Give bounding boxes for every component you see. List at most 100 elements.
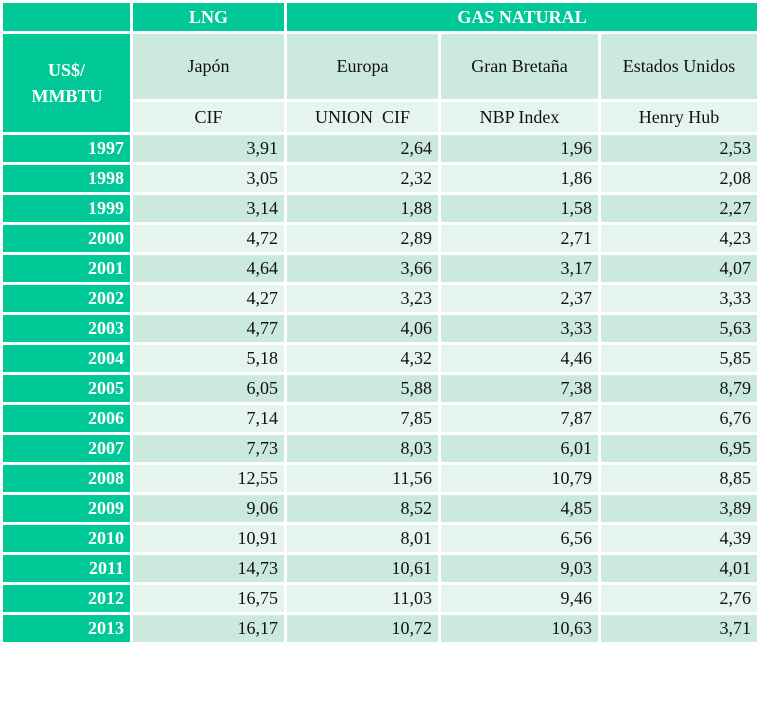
unit-label-text: US$/ MMBTU — [31, 60, 103, 106]
price-cell: 2,32 — [284, 162, 441, 195]
price-cell: 2,27 — [598, 192, 757, 225]
table-row: 2010 10,91 8,01 6,56 4,39 — [0, 522, 757, 555]
price-cell: 8,52 — [284, 492, 441, 525]
price-cell: 8,85 — [598, 462, 757, 495]
price-cell: 7,73 — [130, 432, 287, 465]
year-cell: 1997 — [0, 132, 133, 165]
year-cell: 2000 — [0, 222, 133, 255]
price-cell: 7,38 — [438, 372, 601, 405]
year-cell: 2010 — [0, 522, 133, 555]
price-cell: 10,63 — [438, 612, 601, 645]
price-cell: 2,37 — [438, 282, 601, 315]
price-cell: 4,23 — [598, 222, 757, 255]
year-cell: 2005 — [0, 372, 133, 405]
year-cell: 2003 — [0, 312, 133, 345]
price-cell: 12,55 — [130, 462, 287, 495]
price-cell: 4,27 — [130, 282, 287, 315]
group-lng: LNG — [130, 0, 287, 34]
price-cell: 6,76 — [598, 402, 757, 435]
year-cell: 2013 — [0, 612, 133, 645]
group-gas-natural: GAS NATURAL — [284, 0, 757, 34]
table-row: 2013 16,17 10,72 10,63 3,71 — [0, 612, 757, 645]
price-cell: 4,01 — [598, 552, 757, 585]
price-cell: 7,87 — [438, 402, 601, 435]
price-cell: 3,33 — [598, 282, 757, 315]
price-cell: 7,14 — [130, 402, 287, 435]
year-cell: 2012 — [0, 582, 133, 615]
year-cell: 2008 — [0, 462, 133, 495]
price-cell: 11,56 — [284, 462, 441, 495]
price-cell: 2,76 — [598, 582, 757, 615]
price-cell: 16,75 — [130, 582, 287, 615]
price-cell: 3,14 — [130, 192, 287, 225]
price-cell: 1,96 — [438, 132, 601, 165]
year-cell: 2001 — [0, 252, 133, 285]
table-row: 2000 4,72 2,89 2,71 4,23 — [0, 222, 757, 255]
year-cell: 2002 — [0, 282, 133, 315]
table-row: 1999 3,14 1,88 1,58 2,27 — [0, 192, 757, 225]
table-row: 2011 14,73 10,61 9,03 4,01 — [0, 552, 757, 585]
corner-cell — [0, 0, 133, 34]
gas-price-table: LNG GAS NATURAL US$/ MMBTU Japón Europa … — [0, 0, 757, 645]
table-row: 2002 4,27 3,23 2,37 3,33 — [0, 282, 757, 315]
price-cell: 2,53 — [598, 132, 757, 165]
year-cell: 2004 — [0, 342, 133, 375]
index-header-row: CIF UNION CIF NBP Index Henry Hub — [2, 99, 757, 135]
price-cell: 7,85 — [284, 402, 441, 435]
price-cell: 4,72 — [130, 222, 287, 255]
price-cell: 2,08 — [598, 162, 757, 195]
region-gran-bretana: Gran Bretaña — [438, 31, 601, 102]
table-row: 2012 16,75 11,03 9,46 2,76 — [0, 582, 757, 615]
table-row: 1997 3,91 2,64 1,96 2,53 — [0, 132, 757, 165]
price-cell: 1,58 — [438, 192, 601, 225]
price-cell: 1,88 — [284, 192, 441, 225]
table-row: 2001 4,64 3,66 3,17 4,07 — [0, 252, 757, 285]
price-cell: 4,46 — [438, 342, 601, 375]
price-cell: 9,03 — [438, 552, 601, 585]
price-cell: 5,63 — [598, 312, 757, 345]
price-cell: 6,95 — [598, 432, 757, 465]
price-cell: 10,79 — [438, 462, 601, 495]
index-cif: CIF — [130, 99, 287, 135]
index-nbp: NBP Index — [438, 99, 601, 135]
table-row: 2004 5,18 4,32 4,46 5,85 — [0, 342, 757, 375]
table-row: 2007 7,73 8,03 6,01 6,95 — [0, 432, 757, 465]
price-cell: 8,01 — [284, 522, 441, 555]
price-cell: 10,61 — [284, 552, 441, 585]
region-estados-unidos: Estados Unidos — [598, 31, 757, 102]
price-cell: 14,73 — [130, 552, 287, 585]
table-row: 2005 6,05 5,88 7,38 8,79 — [0, 372, 757, 405]
price-cell: 4,39 — [598, 522, 757, 555]
price-cell: 5,88 — [284, 372, 441, 405]
price-cell: 4,07 — [598, 252, 757, 285]
price-cell: 4,64 — [130, 252, 287, 285]
price-cell: 6,01 — [438, 432, 601, 465]
price-cell: 10,72 — [284, 612, 441, 645]
price-cell: 10,91 — [130, 522, 287, 555]
year-cell: 2006 — [0, 402, 133, 435]
region-header-row: US$/ MMBTU Japón Europa Gran Bretaña Est… — [0, 31, 757, 135]
table-row: 2006 7,14 7,85 7,87 6,76 — [0, 402, 757, 435]
year-cell: 1999 — [0, 192, 133, 225]
group-header-row: LNG GAS NATURAL — [0, 0, 757, 34]
price-cell: 4,06 — [284, 312, 441, 345]
price-cell: 9,06 — [130, 492, 287, 525]
price-cell: 1,86 — [438, 162, 601, 195]
price-cell: 4,85 — [438, 492, 601, 525]
price-cell: 8,03 — [284, 432, 441, 465]
price-cell: 5,18 — [130, 342, 287, 375]
table-row: 2003 4,77 4,06 3,33 5,63 — [0, 312, 757, 345]
price-cell: 6,05 — [130, 372, 287, 405]
table-row: 2009 9,06 8,52 4,85 3,89 — [0, 492, 757, 525]
price-cell: 3,71 — [598, 612, 757, 645]
price-cell: 16,17 — [130, 612, 287, 645]
price-cell: 4,32 — [284, 342, 441, 375]
price-cell: 3,91 — [130, 132, 287, 165]
price-cell: 3,66 — [284, 252, 441, 285]
price-cell: 11,03 — [284, 582, 441, 615]
price-cell: 3,05 — [130, 162, 287, 195]
price-cell: 2,89 — [284, 222, 441, 255]
year-cell: 2011 — [0, 552, 133, 585]
table-row: 1998 3,05 2,32 1,86 2,08 — [0, 162, 757, 195]
price-cell: 3,17 — [438, 252, 601, 285]
